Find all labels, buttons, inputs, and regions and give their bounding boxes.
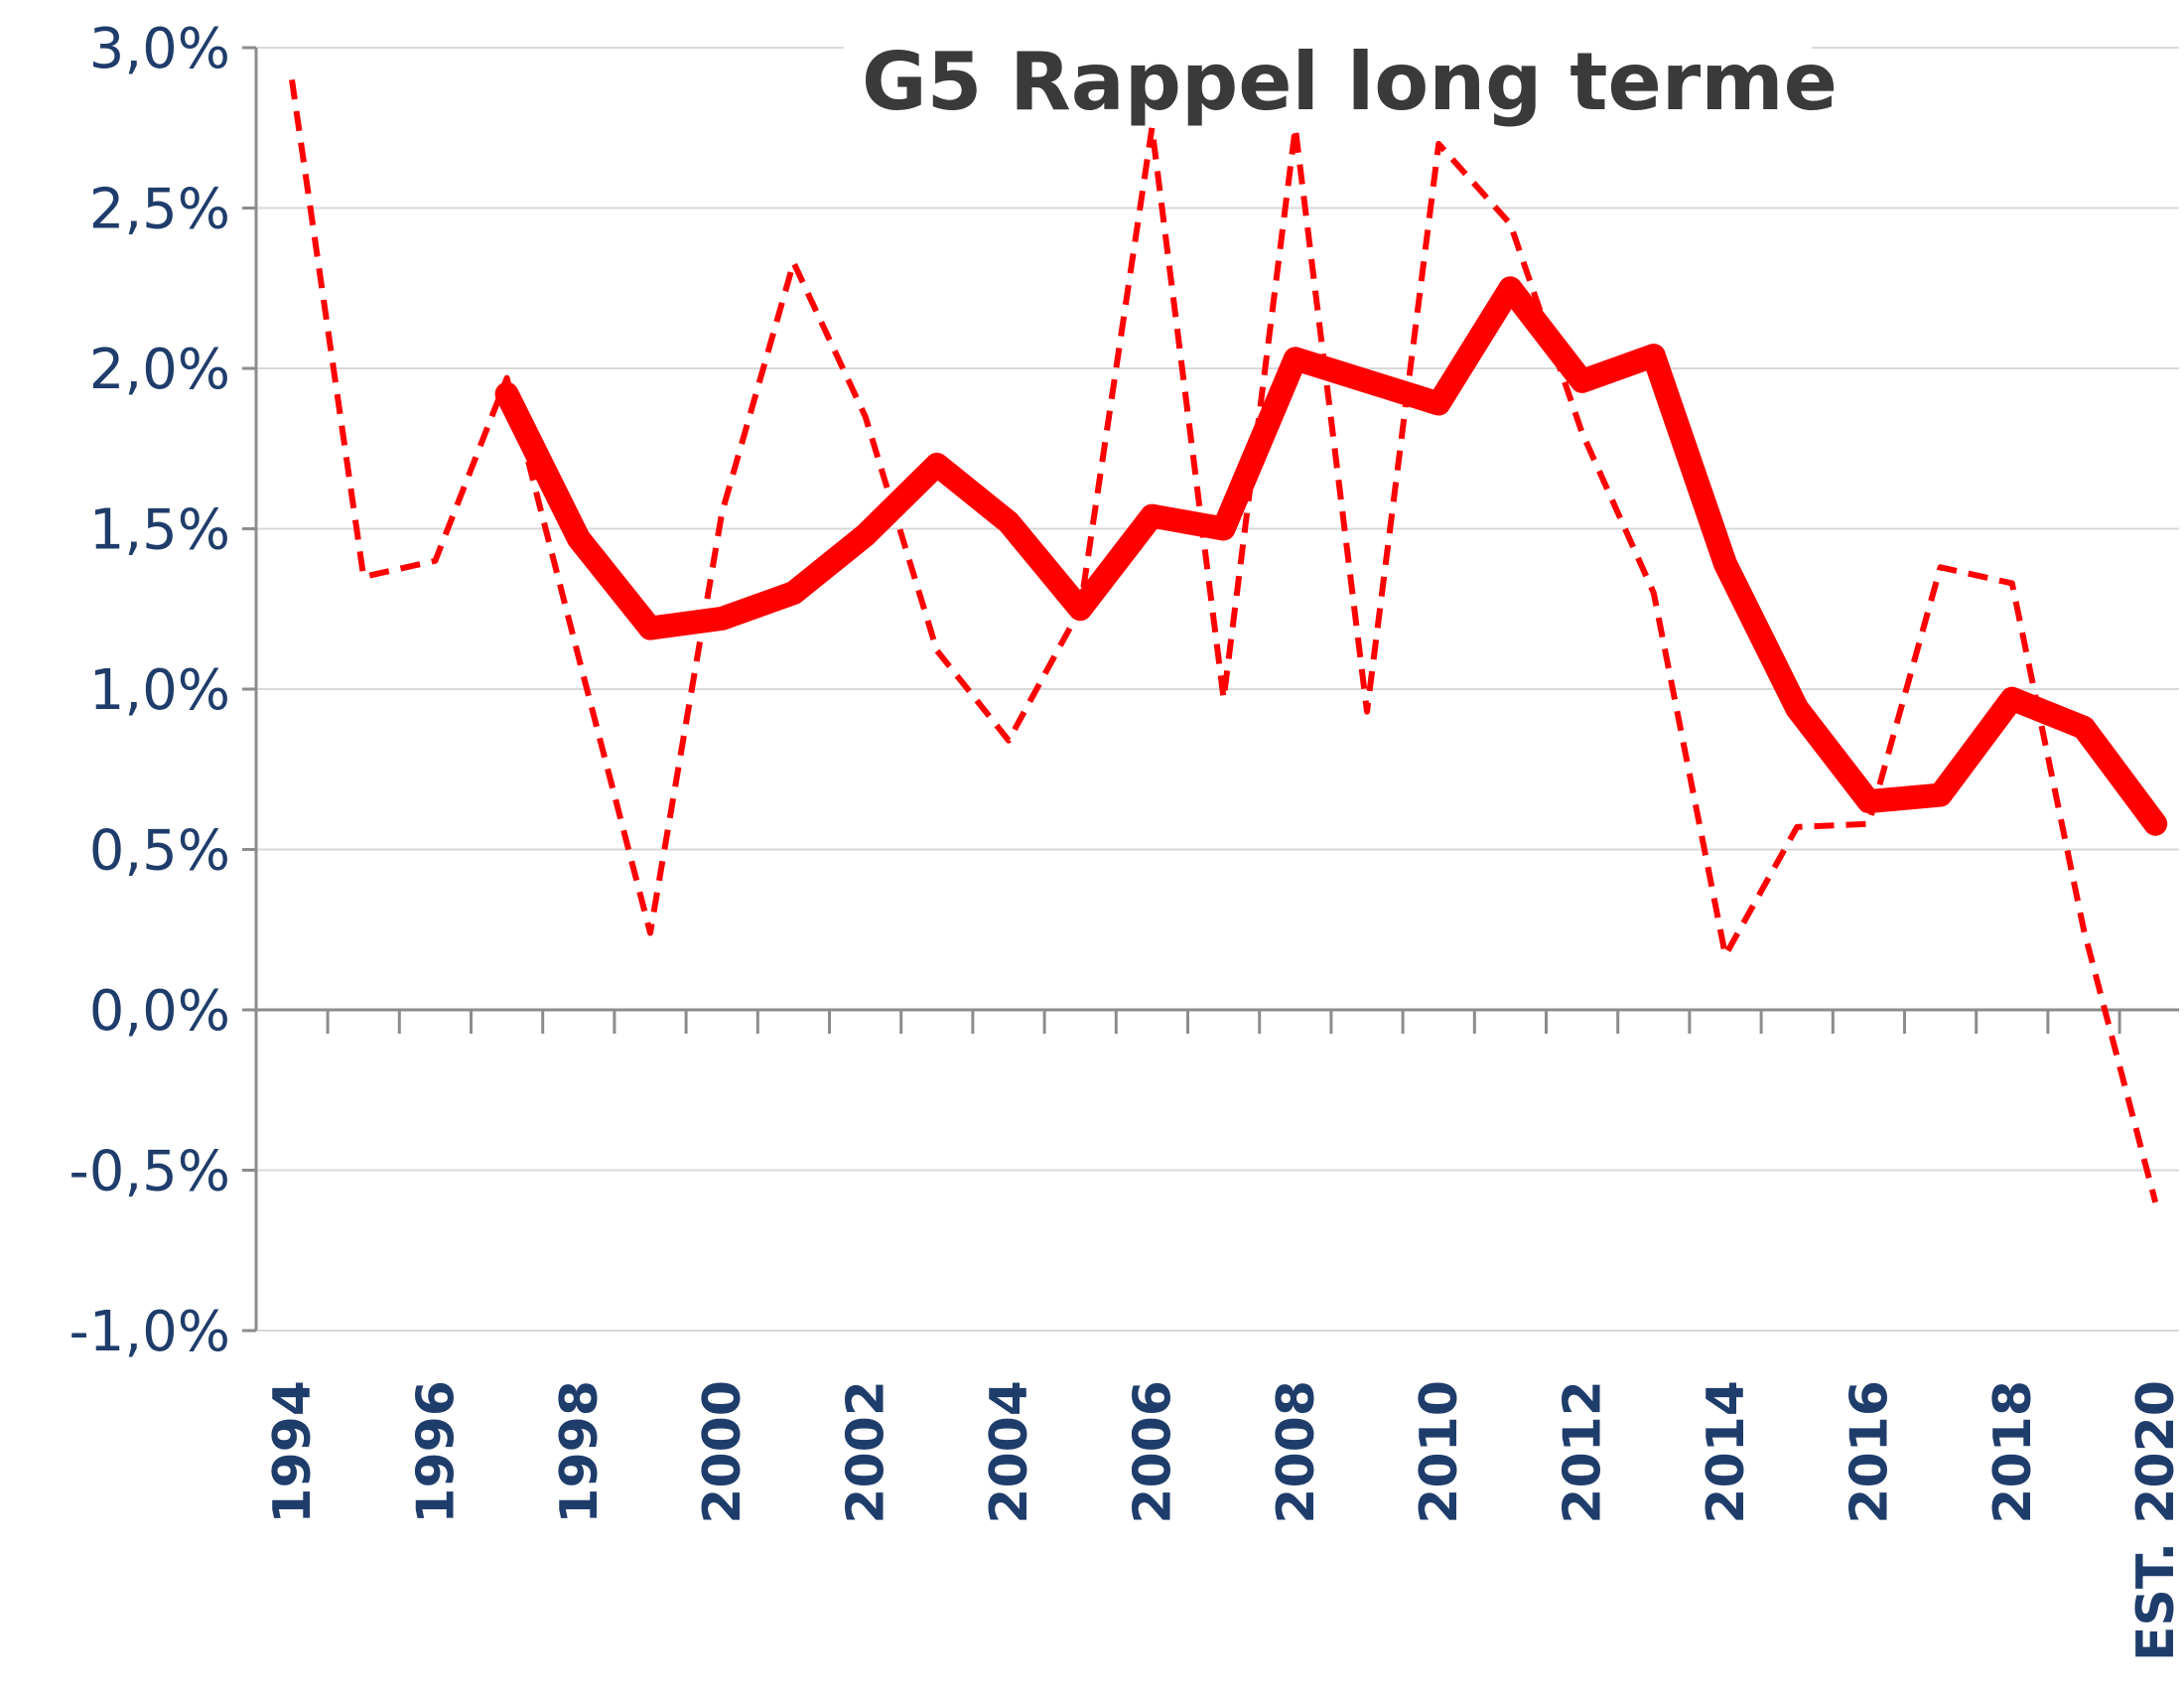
y-tick-label: 3,0%: [89, 17, 230, 81]
chart-title: G5 Rappel long terme: [862, 36, 1838, 128]
y-tick-label: 1,0%: [89, 658, 230, 723]
y-tick-label: 2,5%: [89, 178, 230, 242]
x-axis-tick-labels: 1994 1996 1998 2000 2002 2004 2006 2008 2010 2012…: [263, 1380, 2184, 1661]
x-tick-label: 2012: [1554, 1380, 1613, 1524]
x-tick-label: EST. 2020: [2126, 1380, 2184, 1661]
gridlines: [242, 46, 2179, 1333]
y-tick-label: -0,5%: [69, 1140, 230, 1204]
x-tick-label: 1994: [263, 1380, 323, 1524]
y-tick-label: 2,0%: [89, 338, 230, 402]
y-tick-label: -1,0%: [69, 1300, 230, 1364]
x-tick-label: 2010: [1410, 1380, 1469, 1524]
y-axis-tick-labels: 3,0% 2,5% 2,0% 1,5% 1,0% 0,5% 0,0% -0,5% -1,0%: [69, 17, 230, 1364]
x-tick-label: 2000: [693, 1380, 752, 1524]
y-tick-label: 1,5%: [89, 498, 230, 563]
x-tick-label: 2004: [980, 1380, 1039, 1524]
x-tick-label: 2018: [1983, 1380, 2043, 1524]
x-tick-label: 2002: [837, 1380, 896, 1524]
series-lines: [289, 78, 2168, 1203]
x-tick-label: 2016: [1840, 1380, 1899, 1524]
y-tick-label: 0,5%: [89, 819, 230, 884]
dashed-series-line: [289, 78, 2159, 1203]
x-tick-label: 1996: [406, 1380, 466, 1524]
x-tick-label: 2008: [1267, 1380, 1326, 1524]
x-tick-label: 2014: [1697, 1380, 1756, 1524]
x-tick-label: 1998: [550, 1380, 610, 1524]
x-axis-tick-marks: [326, 1010, 2121, 1034]
solid-series-line: [494, 276, 2168, 836]
x-tick-label: 2006: [1123, 1380, 1182, 1524]
title-background: [844, 38, 1812, 133]
y-tick-label: 0,0%: [89, 979, 230, 1044]
